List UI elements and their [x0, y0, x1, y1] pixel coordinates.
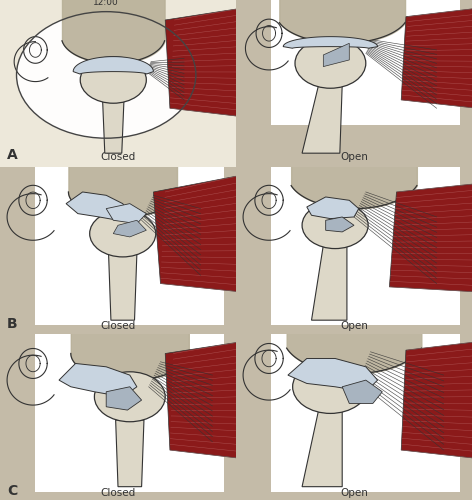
Polygon shape: [153, 176, 241, 292]
Polygon shape: [312, 246, 347, 320]
Polygon shape: [271, 334, 460, 492]
Text: Closed: Closed: [101, 321, 135, 331]
Polygon shape: [401, 342, 472, 458]
Polygon shape: [113, 220, 146, 237]
Polygon shape: [302, 410, 342, 486]
Polygon shape: [106, 204, 146, 224]
Polygon shape: [283, 36, 378, 48]
Text: Closed: Closed: [101, 488, 135, 498]
Circle shape: [302, 202, 368, 248]
Polygon shape: [165, 8, 241, 117]
Text: Open: Open: [340, 488, 368, 498]
Polygon shape: [109, 254, 137, 320]
Circle shape: [293, 360, 368, 414]
Circle shape: [295, 38, 366, 88]
Circle shape: [17, 12, 196, 138]
Text: Closed: Closed: [101, 152, 135, 162]
Polygon shape: [66, 192, 130, 220]
Polygon shape: [326, 217, 354, 232]
Text: 12:00: 12:00: [93, 0, 119, 6]
Polygon shape: [302, 85, 342, 153]
Polygon shape: [389, 184, 472, 292]
Polygon shape: [271, 167, 460, 325]
Polygon shape: [307, 197, 359, 218]
Polygon shape: [288, 358, 378, 392]
Polygon shape: [73, 56, 153, 74]
Polygon shape: [401, 8, 472, 108]
Circle shape: [94, 372, 165, 422]
Text: B: B: [7, 317, 18, 331]
Polygon shape: [271, 0, 460, 125]
Polygon shape: [59, 364, 137, 397]
Text: Open: Open: [340, 152, 368, 162]
Circle shape: [90, 210, 156, 257]
Polygon shape: [106, 387, 142, 410]
Polygon shape: [323, 44, 349, 66]
Polygon shape: [103, 102, 124, 153]
Polygon shape: [35, 167, 224, 325]
Text: C: C: [7, 484, 17, 498]
Polygon shape: [0, 0, 236, 166]
Polygon shape: [116, 420, 144, 486]
Polygon shape: [165, 342, 241, 458]
Polygon shape: [35, 334, 224, 492]
Text: A: A: [7, 148, 18, 162]
Circle shape: [80, 56, 146, 103]
Polygon shape: [342, 380, 382, 404]
Text: Open: Open: [340, 321, 368, 331]
